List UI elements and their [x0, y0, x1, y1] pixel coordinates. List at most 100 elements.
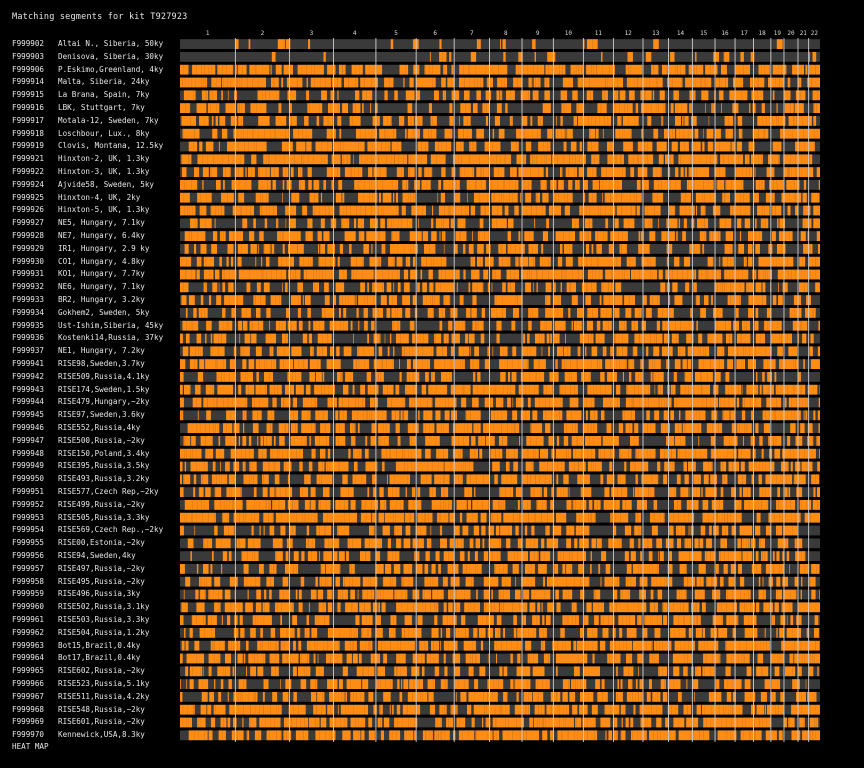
matching-segment — [528, 448, 534, 459]
matching-segment — [308, 64, 312, 75]
matching-segment — [264, 372, 270, 382]
matching-segment — [710, 192, 716, 203]
matching-segment — [469, 461, 474, 472]
matching-segment — [377, 500, 378, 510]
matching-segment — [526, 205, 532, 216]
matching-segment — [778, 116, 784, 126]
matching-segment — [406, 180, 409, 190]
matching-segment — [675, 116, 681, 126]
matching-segment — [586, 218, 590, 229]
matching-segment — [792, 128, 799, 139]
matching-segment — [778, 282, 779, 293]
matching-segment — [405, 295, 410, 305]
matching-segment — [271, 244, 275, 254]
matching-segment — [800, 320, 802, 331]
matching-segment — [214, 218, 216, 229]
matching-segment — [538, 167, 544, 177]
matching-segment — [235, 39, 239, 49]
kit-row-label: F999960 RISE502,Russia,3.1ky — [12, 601, 180, 614]
kit-row-label: F999949 RISE395,Russia,3.5ky — [12, 460, 180, 473]
matching-segment — [318, 384, 322, 395]
matching-segment — [310, 487, 316, 497]
matching-segment — [557, 128, 562, 139]
matching-segment — [244, 269, 250, 280]
matching-segment — [540, 551, 545, 561]
matching-segment — [264, 359, 267, 369]
matching-segment — [414, 551, 416, 561]
matching-segment — [328, 116, 333, 126]
matching-segment — [183, 436, 185, 446]
matching-segment — [299, 436, 302, 446]
matching-segment — [342, 218, 348, 229]
matching-segment — [507, 244, 511, 254]
matching-segment — [772, 154, 779, 165]
kit-id: F999930 — [12, 256, 45, 266]
row-background — [180, 39, 820, 49]
matching-segment — [306, 128, 313, 139]
matching-segment — [589, 372, 591, 382]
matching-segment — [683, 128, 689, 139]
matching-segment — [587, 308, 593, 318]
matching-segment — [590, 423, 592, 433]
matching-segment — [810, 218, 812, 229]
matching-segment — [451, 359, 453, 369]
matching-segment — [766, 116, 770, 126]
matching-segment — [725, 384, 729, 395]
matching-segment — [314, 205, 320, 216]
matching-segment — [586, 90, 591, 101]
matching-segment — [515, 64, 519, 75]
matching-segment — [389, 77, 394, 88]
matching-segment — [211, 397, 212, 408]
kit-segment-row — [180, 346, 820, 357]
matching-segment — [541, 346, 543, 357]
matching-segment — [224, 295, 230, 305]
matching-segment — [423, 423, 426, 433]
matching-segment — [511, 116, 513, 126]
matching-segment — [552, 461, 558, 472]
matching-segment — [657, 295, 660, 305]
matching-segment — [364, 359, 370, 369]
matching-segment — [238, 64, 243, 75]
matching-segment — [623, 218, 629, 229]
matching-segment — [180, 397, 184, 408]
matching-segment — [676, 474, 681, 485]
matching-segment — [472, 256, 476, 267]
matching-segment — [655, 372, 659, 382]
matching-segment — [617, 167, 623, 177]
matching-segment — [404, 474, 408, 485]
matching-segment — [304, 512, 306, 523]
matching-segment — [309, 192, 315, 203]
matching-segment — [417, 487, 421, 497]
matching-segment — [499, 192, 502, 203]
matching-segment — [476, 180, 482, 190]
matching-segment — [232, 141, 239, 152]
matching-segment — [503, 192, 510, 203]
matching-segment — [427, 359, 430, 369]
matching-segment — [507, 359, 511, 369]
matching-segment — [791, 397, 797, 408]
matching-segment — [280, 487, 286, 497]
matching-segment — [574, 461, 579, 472]
matching-segment — [296, 564, 299, 574]
matching-segment — [467, 423, 473, 433]
matching-segment — [538, 141, 544, 152]
matching-segment — [695, 448, 701, 459]
kit-segment-row — [180, 512, 820, 523]
matching-segment — [224, 372, 230, 382]
matching-segment — [595, 116, 599, 126]
matching-segment — [554, 564, 559, 574]
matching-segment — [291, 192, 296, 203]
matching-segment — [684, 167, 686, 177]
matching-segment — [616, 256, 621, 267]
matching-segment — [215, 205, 218, 216]
matching-segment — [607, 141, 611, 152]
matching-segment — [591, 64, 594, 75]
matching-segment — [309, 359, 315, 369]
matching-segment — [310, 346, 313, 357]
matching-segment — [253, 128, 259, 139]
matching-segment — [303, 154, 309, 165]
matching-segment — [463, 384, 465, 395]
matching-segment — [241, 192, 245, 203]
matching-segment — [768, 512, 775, 523]
matching-segment — [518, 52, 523, 62]
